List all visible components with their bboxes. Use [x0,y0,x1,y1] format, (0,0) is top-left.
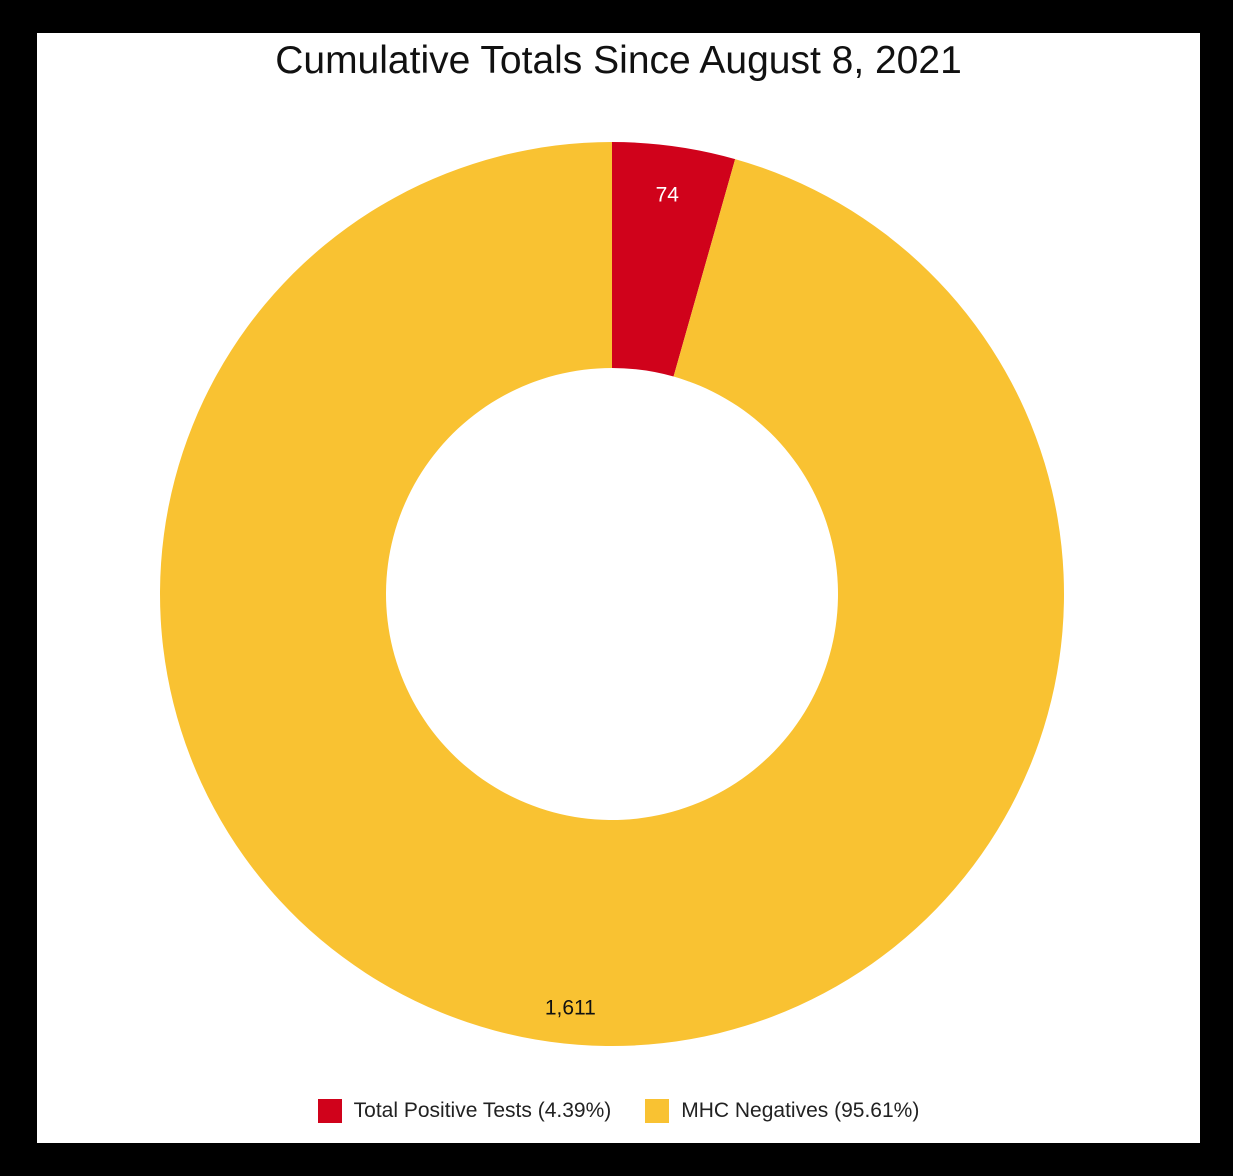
chart-panel: Cumulative Totals Since August 8, 2021 7… [37,33,1200,1143]
donut-chart: 74 1,611 [160,142,1064,1046]
chart-legend: Total Positive Tests (4.39%) MHC Negativ… [37,1099,1200,1123]
legend-item-positive: Total Positive Tests (4.39%) [317,1099,612,1123]
donut-slice-0 [612,142,736,377]
chart-title: Cumulative Totals Since August 8, 2021 [275,39,962,82]
donut-slice-1 [160,142,1064,1046]
slice-data-label-1: 1,611 [545,996,596,1019]
legend-item-negative: MHC Negatives (95.61%) [645,1099,919,1123]
legend-label-negative: MHC Negatives (95.61%) [681,1099,920,1122]
legend-label-positive: Total Positive Tests (4.39%) [353,1099,612,1122]
slice-data-label-0: 74 [656,183,680,206]
legend-swatch-negative [645,1099,670,1123]
legend-swatch-positive [317,1099,342,1123]
